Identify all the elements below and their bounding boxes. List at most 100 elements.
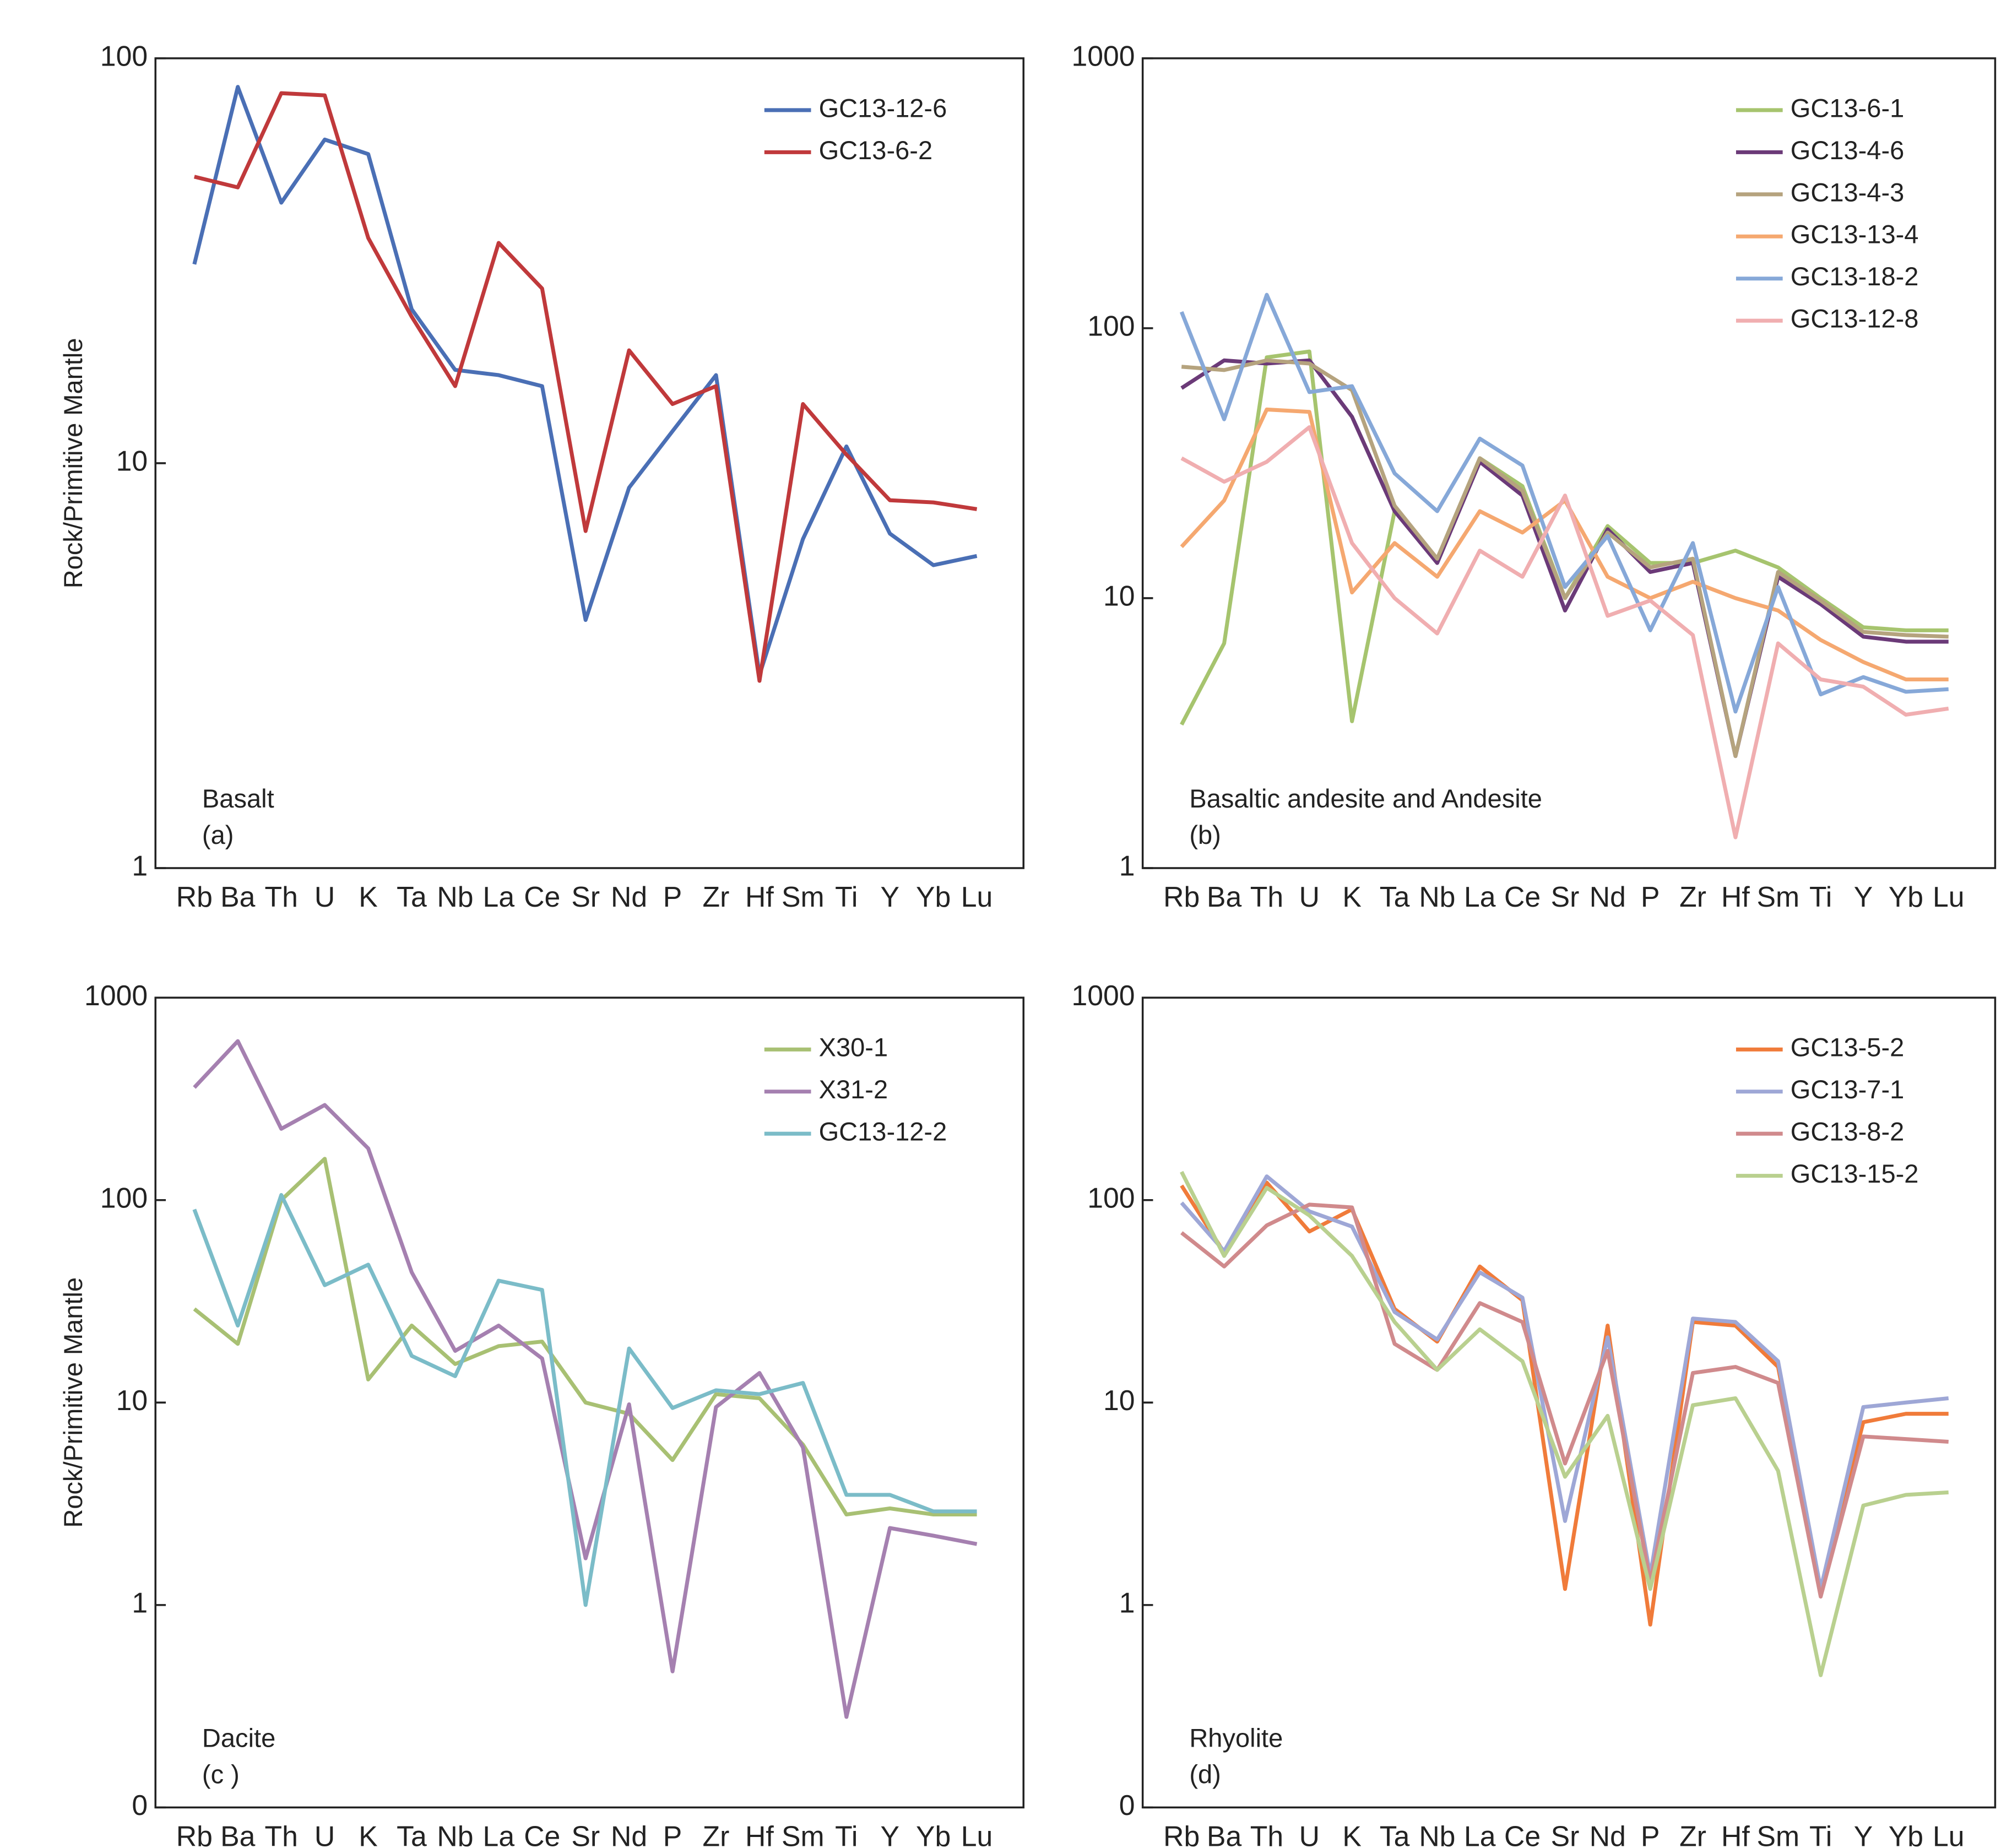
annotation: Basaltic andesite and Andesite: [1189, 784, 1542, 813]
x-tick-label: Ce: [1504, 1820, 1541, 1848]
x-tick-label: Y: [880, 1820, 899, 1848]
series-line: [1181, 358, 1949, 758]
y-tick-label: 1: [1119, 850, 1135, 882]
plot-frame: [1141, 57, 1997, 869]
legend-label: GC13-6-1: [1791, 93, 1904, 122]
x-tick-label: Th: [1250, 1820, 1283, 1848]
x-tick-label: Zr: [703, 1820, 730, 1848]
x-tick-label: Ba: [1207, 881, 1242, 913]
y-tick-label: 100: [100, 1182, 148, 1213]
legend-label: GC13-6-2: [819, 136, 932, 165]
y-tick-label: 100: [100, 40, 148, 72]
x-tick-label: Yb: [916, 881, 951, 913]
y-axis-label: Rock/Primitive Mantle: [58, 338, 88, 589]
x-tick-label: Sr: [571, 1820, 600, 1848]
plot-frame: [154, 996, 1025, 1809]
legend-label: GC13-8-2: [1791, 1117, 1904, 1146]
series-line: [1180, 407, 1949, 681]
panel: 0 1 10 100 1000 Rb Ba Th U K Ta Nb La Ce Sr Nd P Zr Hf Sm Ti…: [58, 979, 1025, 1848]
x-tick-label: U: [314, 1820, 335, 1848]
x-tick-label: U: [1299, 1820, 1320, 1848]
x-tick-label: Nd: [1590, 881, 1626, 913]
x-tick-label: Rb: [176, 881, 213, 913]
legend-label: GC13-13-4: [1791, 220, 1919, 249]
plot-frame: [154, 57, 1025, 869]
x-tick-label: Ta: [1380, 881, 1410, 913]
legend-label: X30-1: [819, 1033, 888, 1062]
x-tick-label: Nb: [437, 881, 473, 913]
x-tick-label: La: [483, 881, 515, 913]
series-line: [1180, 1174, 1949, 1591]
x-tick-label: U: [1299, 881, 1320, 913]
x-tick-label: Y: [880, 881, 899, 913]
x-tick-label: P: [663, 881, 682, 913]
x-tick-label: P: [1641, 1820, 1660, 1848]
series-line: [1180, 1170, 1949, 1677]
x-tick-label: Ba: [1207, 1820, 1242, 1848]
x-tick-label: Th: [1250, 881, 1283, 913]
y-tick-label: 0: [1119, 1789, 1135, 1821]
x-tick-label: Ti: [1809, 1820, 1832, 1848]
annotation: (d): [1189, 1759, 1221, 1789]
legend-label: GC13-12-8: [1791, 304, 1919, 333]
x-tick-label: K: [359, 1820, 378, 1848]
legend-label: GC13-12-6: [819, 93, 947, 122]
y-axis-label: Rock/Primitive Mantle: [58, 1277, 88, 1528]
legend-label: GC13-12-2: [819, 1117, 947, 1146]
y-tick-label: 1: [132, 1587, 148, 1619]
x-tick-label: Yb: [1889, 1820, 1923, 1848]
x-tick-label: Yb: [1889, 881, 1923, 913]
x-tick-label: Th: [265, 1820, 298, 1848]
x-tick-label: Lu: [1933, 881, 1965, 913]
x-tick-label: La: [1464, 881, 1496, 913]
legend-label: GC13-18-2: [1791, 262, 1919, 291]
x-tick-label: Ce: [524, 1820, 560, 1848]
x-tick-label: Ti: [835, 881, 858, 913]
annotation: (c ): [202, 1759, 240, 1789]
x-tick-label: K: [1342, 881, 1362, 913]
x-tick-label: Zr: [703, 881, 730, 913]
x-tick-label: Sr: [1551, 1820, 1580, 1848]
y-tick-label: 1: [132, 850, 148, 882]
x-tick-label: Lu: [961, 1820, 993, 1848]
series-line: [192, 85, 978, 677]
series-line: [1180, 1180, 1949, 1627]
legend-label: GC13-5-2: [1791, 1033, 1904, 1062]
x-tick-label: Sm: [1756, 1820, 1799, 1848]
series-line: [192, 1193, 977, 1607]
series-line: [193, 1157, 977, 1517]
y-tick-label: 1000: [1071, 979, 1135, 1011]
y-tick-label: 10: [1103, 580, 1135, 612]
x-tick-label: Hf: [1721, 881, 1750, 913]
x-tick-label: Nd: [611, 1820, 647, 1848]
x-tick-label: Th: [265, 881, 298, 913]
x-tick-label: P: [663, 1820, 682, 1848]
x-tick-label: Sr: [1551, 881, 1580, 913]
x-tick-label: Sm: [782, 1820, 825, 1848]
y-tick-label: 1: [1119, 1587, 1135, 1619]
x-tick-label: Rb: [1163, 881, 1200, 913]
x-tick-label: K: [359, 881, 378, 913]
x-tick-label: U: [314, 881, 335, 913]
x-tick-label: Nb: [437, 1820, 473, 1848]
x-tick-label: Ba: [220, 1820, 256, 1848]
x-tick-label: K: [1342, 1820, 1362, 1848]
x-tick-label: Hf: [745, 1820, 774, 1848]
legend-label: GC13-4-6: [1791, 136, 1904, 165]
x-tick-label: Rb: [1163, 1820, 1200, 1848]
x-tick-label: Zr: [1679, 1820, 1706, 1848]
x-tick-label: Ce: [524, 881, 560, 913]
y-tick-label: 100: [1087, 1182, 1135, 1213]
panel: 1 10 100 Rb Ba Th U K Ta Nb La Ce Sr Nd P Zr Hf Sm Ti Y Yb Lu…: [58, 40, 1025, 913]
x-tick-label: Hf: [1721, 1820, 1750, 1848]
panel: 1 10 100 1000 Rb Ba Th U K Ta Nb La Ce Sr Nd P Zr Hf Sm Ti Y…: [1071, 40, 1997, 913]
x-tick-label: La: [483, 1820, 515, 1848]
x-tick-label: Yb: [916, 1820, 951, 1848]
y-tick-label: 0: [132, 1789, 148, 1821]
x-tick-label: Ba: [220, 881, 256, 913]
y-tick-label: 10: [116, 1384, 148, 1416]
x-tick-label: Ta: [1380, 1820, 1410, 1848]
series-line: [193, 91, 978, 683]
